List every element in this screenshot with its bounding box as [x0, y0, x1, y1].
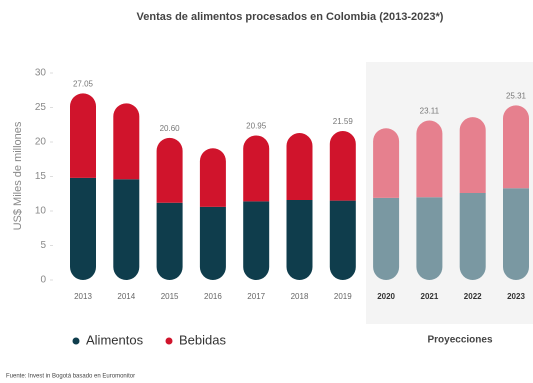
x-tick-label: 2014: [117, 292, 135, 301]
x-tick-label: 2018: [291, 292, 309, 301]
projection-label: Proyecciones: [427, 335, 492, 346]
bar-segment: [416, 120, 443, 198]
bar-segment: [243, 201, 270, 280]
total-label: 27.05: [73, 79, 94, 88]
x-tick-label: 2013: [74, 292, 92, 301]
bar-segment: [286, 133, 313, 200]
legend-marker: [72, 337, 80, 345]
bar-segment: [373, 197, 400, 280]
y-tick-label: 25: [35, 102, 47, 113]
bar-segment: [199, 148, 226, 207]
bar-segment: [329, 131, 356, 201]
bar-segment: [156, 137, 183, 203]
chart-title: Ventas de alimentos procesados en Colomb…: [137, 11, 444, 23]
bar-segment: [503, 188, 529, 280]
bar-segment: [416, 197, 443, 280]
bar-segment: [70, 93, 96, 178]
bar-segment: [70, 177, 96, 280]
y-tick-label: 15: [35, 171, 47, 182]
total-label: 23.11: [420, 107, 440, 116]
x-tick-label: 2021: [421, 292, 439, 301]
y-axis-label: US$ Miles de millones: [12, 121, 24, 230]
x-tick-label: 2017: [247, 292, 265, 301]
x-tick-label: 2015: [161, 292, 179, 301]
bar-segment: [503, 105, 529, 189]
y-tick-label: 5: [40, 240, 46, 251]
total-label: 21.59: [333, 117, 354, 126]
bar-segment: [156, 202, 183, 280]
legend-label: Alimentos: [86, 332, 144, 347]
bar-segment: [373, 128, 400, 198]
x-tick-label: 2016: [204, 292, 222, 301]
source: Fuente: Invest in Bogotá basado en Eurom…: [6, 374, 135, 380]
x-tick-label: 2020: [377, 292, 395, 301]
bar-segment: [199, 206, 226, 280]
x-tick-label: 2023: [507, 292, 525, 301]
total-label: 20.95: [246, 122, 267, 131]
legend-label: Bebidas: [179, 332, 226, 347]
y-tick-label: 10: [35, 206, 47, 217]
x-tick-label: 2019: [334, 292, 352, 301]
bar-segment: [286, 199, 313, 280]
y-tick-label: 30: [35, 68, 47, 79]
bar-segment: [329, 200, 356, 280]
legend-marker: [165, 337, 173, 345]
bar-segment: [243, 135, 270, 202]
y-tick-label: 0: [40, 275, 46, 286]
total-label: 25.31: [506, 91, 527, 100]
total-label: 20.60: [160, 124, 181, 133]
bar-segment: [113, 103, 140, 180]
x-tick-label: 2022: [464, 292, 482, 301]
bar-segment: [459, 193, 486, 280]
bar-segment: [113, 179, 140, 280]
bar-segment: [459, 117, 486, 194]
y-tick-label: 20: [35, 137, 47, 148]
